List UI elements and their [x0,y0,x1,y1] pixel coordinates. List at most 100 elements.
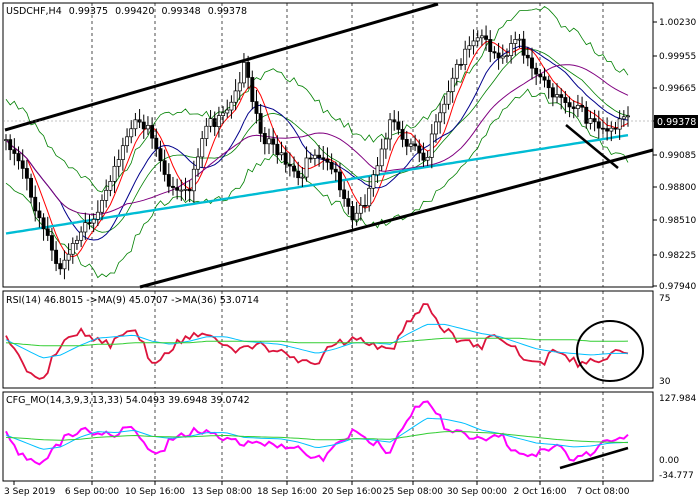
candle-body [530,57,534,69]
candle-body [534,67,539,75]
candle-body [154,137,159,149]
candle-body [16,153,21,162]
candle-body [521,38,526,56]
candle-body [79,231,84,241]
current-price-label-bg [654,115,698,128]
candle-body [484,35,489,40]
candle-body [24,168,29,179]
candle-body [183,188,188,191]
candle-body [171,185,175,188]
cfg-panel-frame [2,391,654,482]
candle-body [400,129,405,140]
candle-body [404,139,409,147]
candle-body [338,171,342,191]
candle-body [413,143,418,147]
candle-body [350,206,355,221]
rsi-line [5,303,629,380]
candle-body [434,121,438,135]
candle-body [287,164,292,167]
bollinger-lower-band [5,88,629,279]
ma-long-line [5,134,629,235]
candle-body [592,118,597,123]
price-y-tick-label: 0.98510 [659,216,696,226]
candle-body [375,165,380,176]
candle-body [450,77,455,92]
price-panel-frame [2,2,654,288]
x-tick-label: 20 Sep 16:00 [322,487,382,497]
candle-body [342,189,347,199]
candle-body [463,48,468,65]
candle-body [479,35,484,39]
candle-body [617,118,622,130]
cfg-signal1-line [5,417,629,450]
rsi-panel-frame [2,290,654,389]
candle-body [62,259,67,270]
candle-body [29,177,33,198]
candle-body [354,212,359,221]
candle-body [54,249,59,264]
cfg-y-tick-label: 0.00 [659,456,679,466]
candle-body [108,181,113,191]
ohlc-low: 0.99348 [161,6,200,17]
candle-body [258,113,263,134]
candle-body [125,136,130,147]
candle-body [200,138,205,158]
candle-body [467,45,472,50]
candle-body [191,168,196,192]
candle-body [442,103,447,114]
candle-body [396,121,401,130]
candle-body [104,189,109,201]
candle-body [358,205,363,214]
x-tick-label: 7 Oct 08:00 [577,487,630,497]
candle-body [237,82,242,92]
cfg-y-tick-label: 127.984 [659,394,696,404]
candle-body [438,112,443,123]
price-series [3,2,654,289]
x-tick-label: 18 Sep 16:00 [257,487,317,497]
rsi-y-tick-label: 75 [659,294,670,304]
x-tick-label: 30 Sep 00:00 [447,487,507,497]
candle-body [279,152,284,156]
candle-body [45,228,50,236]
candle-body [150,125,155,139]
candle-body [112,165,117,182]
candle-body [166,174,171,187]
cfg-header: CFG_MO(14,3,9,3,13,33) 54.0493 39.6948 3… [6,395,250,406]
candle-body [321,157,326,160]
candle-body [546,79,551,89]
cfg-series [5,400,629,470]
candle-body [196,156,200,170]
candle-body [371,174,376,189]
x-tick-label: 2 Oct 16:00 [514,487,567,497]
candle-body [383,138,388,150]
candle-body [500,55,505,59]
candle-body [459,63,463,66]
candle-body [329,161,334,170]
price-y-tick-label: 0.97940 [659,282,696,292]
candle-body [504,55,509,57]
candle-body [379,148,384,167]
candle-body [580,104,585,108]
candle-body [241,62,246,84]
candle-body [571,106,576,109]
candle-body [95,211,100,220]
candle-body [567,102,572,108]
candle-body [283,152,288,165]
candle-body [304,157,309,178]
x-tick-label: 3 Sep 2019 [4,487,56,497]
candle-body [116,159,121,167]
candle-body [221,112,226,116]
candle-body [4,139,8,141]
candle-body [120,145,125,160]
candle-body [8,139,13,151]
candle-body [100,200,104,213]
candle-body [250,77,255,102]
candle-body [388,119,393,140]
candle-body [262,133,267,145]
x-tick-label: 25 Sep 08:00 [383,487,443,497]
candle-body [525,54,530,59]
candle-body [346,198,351,207]
candle-body [408,143,413,147]
candle-body [292,165,296,172]
